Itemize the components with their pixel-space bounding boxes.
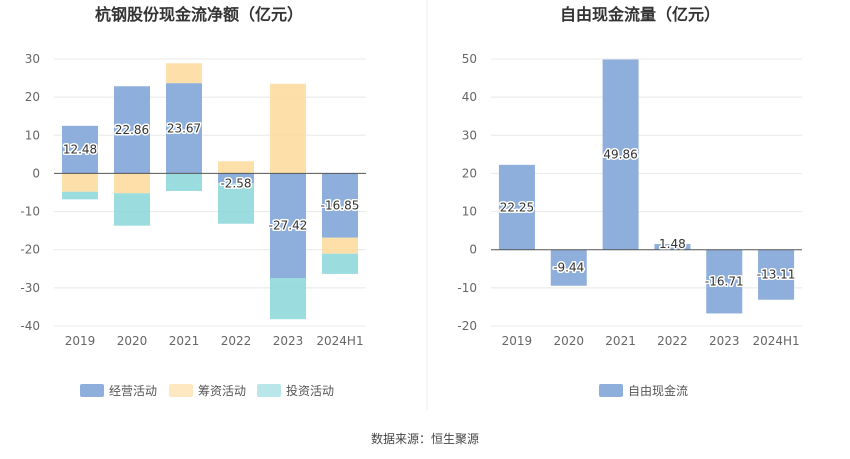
right-ytick-label: 20 — [462, 166, 477, 180]
left-bar-s1-2019 — [62, 173, 98, 192]
legend-swatch-financing — [169, 384, 193, 397]
right-bar-s0-2024H1 — [758, 249, 795, 300]
left-ytick-label: 10 — [25, 128, 40, 142]
right-ytick-label: -10 — [457, 281, 477, 295]
legend-swatch-fcf — [599, 384, 623, 397]
plot-right: 50 40 30 20 10 0 -10 -20 2019 2020 2021 2022 2023 202… — [457, 52, 802, 348]
left-data-label: -16.85 — [321, 199, 360, 213]
right-ytick-label: 40 — [462, 90, 477, 104]
left-bar-s0-2023 — [270, 173, 306, 279]
left-bar-s1-2024H1 — [322, 237, 358, 254]
right-ytick-label: 30 — [462, 128, 477, 142]
plot-left: 30 20 10 0 -10 -20 -30 -40 2019 2020 2021 2022 2023 2… — [20, 52, 366, 348]
left-bar-s1-2020 — [114, 173, 150, 194]
left-ytick-label: 0 — [32, 166, 40, 180]
left-data-label: 22.86 — [115, 123, 149, 137]
right-bar-s0-2022 — [654, 244, 691, 250]
left-data-label: 23.67 — [167, 121, 201, 135]
right-bar-s0-2020 — [550, 249, 587, 286]
right-xtick-label: 2022 — [657, 334, 688, 348]
legend-swatch-operating — [80, 384, 104, 397]
left-bar-s0-2021 — [166, 83, 202, 174]
left-bar-s0-2019 — [62, 125, 98, 174]
left-bar-s2-2020 — [114, 193, 150, 226]
left-bar-s1-2021 — [166, 63, 202, 84]
right-data-label: -16.71 — [705, 275, 744, 289]
legend-label-financing: 筹资活动 — [198, 384, 246, 398]
left-data-label: 12.48 — [63, 143, 97, 157]
left-bar-s0-2022 — [218, 173, 254, 184]
left-bar-s2-2021 — [166, 173, 202, 191]
left-ytick-label: -40 — [20, 319, 40, 333]
right-xtick-label: 2020 — [553, 334, 584, 348]
right-ytick-label: 50 — [462, 52, 477, 66]
chart-title-left: 杭钢股份现金流净额（亿元） — [95, 5, 303, 24]
legend-label-investing: 投资活动 — [286, 383, 334, 398]
left-xtick-label: 2019 — [65, 334, 96, 348]
left-bar-s1-2022 — [218, 161, 254, 174]
right-data-label: 49.86 — [603, 148, 637, 162]
left-bar-s0-2024H1 — [322, 173, 358, 238]
left-ytick-label: -20 — [20, 243, 40, 257]
data-source: 数据来源：恒生聚源 — [371, 431, 479, 446]
legend-left: 经营活动 筹资活动 投资活动 — [80, 383, 334, 398]
right-data-label: 1.48 — [659, 237, 686, 251]
legend-label-fcf: 自由现金流 — [628, 383, 688, 398]
left-ytick-label: -10 — [20, 205, 40, 219]
left-ytick-label: 20 — [25, 90, 40, 104]
left-bar-s2-2019 — [62, 191, 98, 200]
left-bar-s0-2020 — [114, 86, 150, 174]
right-bar-s0-2019 — [498, 164, 535, 250]
right-bar-s0-2023 — [706, 249, 743, 314]
right-data-label: 22.25 — [500, 200, 534, 214]
right-xtick-label: 2023 — [709, 334, 740, 348]
right-xtick-label: 2024H1 — [752, 334, 799, 348]
right-data-label: -9.44 — [553, 261, 584, 275]
left-bar-s1-2023 — [270, 83, 306, 174]
right-data-label: -13.11 — [757, 268, 796, 282]
left-bar-s2-2022 — [218, 183, 254, 224]
right-bar-s0-2021 — [602, 59, 639, 250]
left-xtick-label: 2024H1 — [316, 334, 363, 348]
left-xtick-label: 2023 — [273, 334, 304, 348]
left-bar-s2-2023 — [270, 278, 306, 320]
legend-right: 自由现金流 — [599, 383, 688, 398]
legend-swatch-investing — [257, 384, 281, 397]
chart-title-right: 自由现金流量（亿元） — [560, 5, 720, 24]
left-ytick-label: -30 — [20, 281, 40, 295]
left-data-label: -27.42 — [269, 219, 308, 233]
right-ytick-label: -20 — [457, 319, 477, 333]
right-ytick-label: 10 — [462, 205, 477, 219]
left-ytick-label: 30 — [25, 52, 40, 66]
right-xtick-label: 2021 — [605, 334, 636, 348]
left-xtick-label: 2021 — [169, 334, 200, 348]
left-xtick-label: 2020 — [117, 334, 148, 348]
left-data-label: -2.58 — [220, 176, 251, 190]
left-bar-s2-2024H1 — [322, 253, 358, 274]
legend-label-operating: 经营活动 — [109, 384, 157, 398]
right-xtick-label: 2019 — [502, 334, 533, 348]
right-ytick-label: 0 — [469, 243, 477, 257]
left-xtick-label: 2022 — [221, 334, 252, 348]
